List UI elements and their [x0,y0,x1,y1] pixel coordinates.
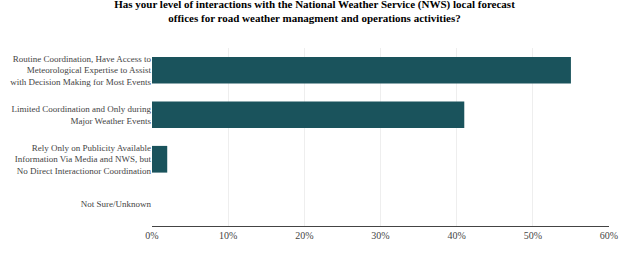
svg-text:60%: 60% [600,230,618,241]
svg-text:40%: 40% [447,230,465,241]
svg-text:0%: 0% [145,230,158,241]
svg-text:50%: 50% [524,230,542,241]
svg-text:10%: 10% [219,230,237,241]
svg-text:20%: 20% [295,230,313,241]
svg-text:Rely Only on Publicity Availab: Rely Only on Publicity AvailableInformat… [15,143,152,176]
svg-text:Has your level of interactions: Has your level of interactions with the … [114,0,515,24]
svg-text:Not Sure/Unknown: Not Sure/Unknown [81,199,152,209]
svg-text:Limited Coordination and Only: Limited Coordination and Only duringMajo… [12,104,152,126]
svg-text:30%: 30% [371,230,389,241]
svg-text:Routine Coordination, Have Acc: Routine Coordination, Have Access toMete… [10,54,151,87]
